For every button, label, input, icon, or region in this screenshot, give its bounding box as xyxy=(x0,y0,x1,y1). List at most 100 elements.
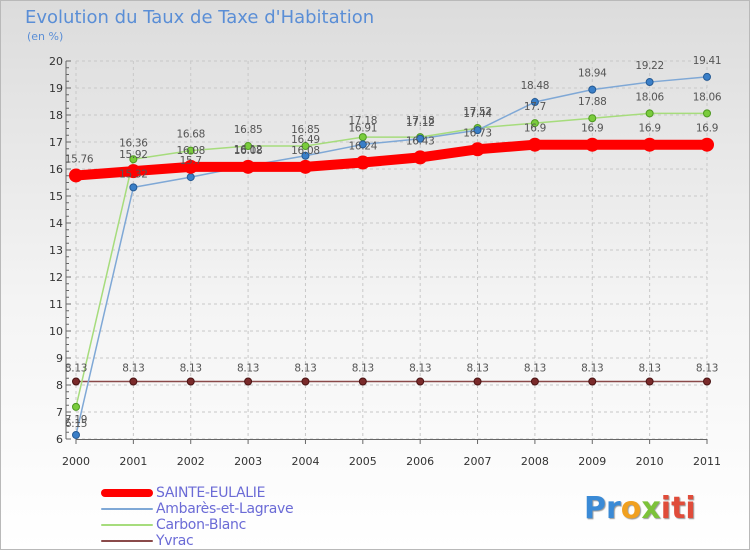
legend-item-carbon-blanc: Carbon-Blanc xyxy=(101,517,293,533)
data-label: 15.7 xyxy=(180,155,202,167)
x-tick-label: 2006 xyxy=(406,455,434,468)
data-point-2 xyxy=(703,109,711,118)
data-label: 8.13 xyxy=(65,362,87,374)
y-tick-label: 8 xyxy=(56,379,63,392)
data-point-3 xyxy=(244,377,253,386)
y-tick-label: 20 xyxy=(49,55,63,68)
y-tick-label: 12 xyxy=(49,271,63,284)
legend-swatch xyxy=(101,508,153,510)
data-point-0 xyxy=(413,150,428,165)
data-label: 16.08 xyxy=(291,145,320,157)
data-point-0 xyxy=(298,159,313,174)
data-label: 8.13 xyxy=(639,362,661,374)
data-label: 16.73 xyxy=(463,127,492,139)
y-tick-label: 6 xyxy=(56,433,63,446)
data-label: 16.36 xyxy=(119,137,148,149)
data-point-3 xyxy=(129,377,138,386)
data-label: 8.13 xyxy=(294,362,316,374)
data-point-0 xyxy=(183,159,198,174)
legend-swatch xyxy=(101,540,153,542)
data-label: 16.24 xyxy=(349,141,378,153)
data-point-1 xyxy=(473,126,482,135)
legend-label: SAINTE-EULALIE xyxy=(156,485,266,501)
legend-label: Ambarès-et-Lagrave xyxy=(156,501,294,517)
x-tick-label: 2003 xyxy=(234,455,262,468)
data-label: 17.7 xyxy=(524,101,546,113)
data-point-0 xyxy=(700,137,714,152)
y-tick-label: 7 xyxy=(56,406,63,419)
data-point-0 xyxy=(527,137,542,152)
data-point-3 xyxy=(530,377,539,386)
data-point-3 xyxy=(301,377,310,386)
data-point-1 xyxy=(703,72,711,81)
data-point-1 xyxy=(186,173,195,182)
data-label: 17.18 xyxy=(406,115,435,127)
data-point-2 xyxy=(186,146,195,155)
x-tick-label: 2005 xyxy=(349,455,377,468)
data-point-0 xyxy=(69,168,83,183)
x-tick-label: 2000 xyxy=(62,455,90,468)
data-label: 19.22 xyxy=(635,60,664,72)
data-label: 16.9 xyxy=(696,123,718,135)
data-point-1 xyxy=(72,430,80,439)
data-label: 16.9 xyxy=(581,123,603,135)
data-label: 15.32 xyxy=(119,168,148,180)
data-label: 19.41 xyxy=(693,55,722,67)
data-point-2 xyxy=(645,109,654,118)
legend-label: Yvrac xyxy=(156,533,194,549)
legend-swatch xyxy=(101,489,153,497)
data-point-1 xyxy=(645,78,654,87)
chart-legend: SAINTE-EULALIE Ambarès-et-Lagrave Carbon… xyxy=(101,485,294,549)
y-tick-label: 14 xyxy=(49,217,63,230)
data-point-3 xyxy=(588,377,597,386)
data-label: 17.52 xyxy=(463,106,492,118)
legend-swatch xyxy=(101,524,153,526)
data-label: 16.12 xyxy=(234,144,263,156)
chart-title: Evolution du Taux de Taxe d'Habitation xyxy=(25,7,375,28)
data-point-0 xyxy=(642,137,657,152)
data-point-1 xyxy=(301,151,310,160)
data-point-0 xyxy=(470,142,485,157)
data-point-2 xyxy=(530,119,539,128)
data-label: 8.13 xyxy=(237,362,259,374)
series-line-0 xyxy=(71,139,712,181)
data-point-3 xyxy=(72,377,80,386)
data-point-3 xyxy=(645,377,654,386)
x-tick-label: 2008 xyxy=(521,455,549,468)
data-label: 15.76 xyxy=(65,153,94,165)
data-label: 16.85 xyxy=(291,124,320,136)
y-tick-label: 17 xyxy=(49,136,63,149)
data-label: 8.13 xyxy=(466,362,488,374)
data-point-3 xyxy=(703,377,711,386)
chart-subtitle: (en %) xyxy=(27,30,64,43)
data-label: 18.06 xyxy=(635,91,664,103)
data-point-1 xyxy=(129,183,138,192)
data-point-0 xyxy=(241,159,256,174)
data-label: 16.91 xyxy=(349,122,378,134)
data-label: 18.94 xyxy=(578,68,607,80)
data-point-2 xyxy=(588,114,597,123)
data-label: 6.15 xyxy=(65,418,87,430)
data-label: 17.12 xyxy=(406,117,435,129)
data-point-3 xyxy=(358,377,367,386)
y-tick-label: 13 xyxy=(49,244,63,257)
data-point-1 xyxy=(416,134,425,143)
y-tick-label: 16 xyxy=(49,163,63,176)
y-tick-label: 9 xyxy=(56,352,63,365)
data-point-3 xyxy=(473,377,482,386)
x-tick-label: 2002 xyxy=(177,455,205,468)
data-label: 7.19 xyxy=(65,414,87,426)
data-point-2 xyxy=(129,155,138,164)
data-label: 16.49 xyxy=(291,134,320,146)
proxiti-logo: Proxiti xyxy=(584,491,696,526)
data-label: 8.13 xyxy=(180,362,202,374)
logo-part: iti xyxy=(660,491,696,526)
data-label: 17.18 xyxy=(349,115,378,127)
series-line-2 xyxy=(75,112,708,408)
y-tick-label: 11 xyxy=(49,298,63,311)
data-label: 16.08 xyxy=(176,145,205,157)
legend-item-sainte-eulalie: SAINTE-EULALIE xyxy=(101,485,293,501)
data-label: 15.92 xyxy=(119,149,148,161)
data-label: 16.68 xyxy=(176,129,205,141)
data-point-1 xyxy=(530,98,539,107)
